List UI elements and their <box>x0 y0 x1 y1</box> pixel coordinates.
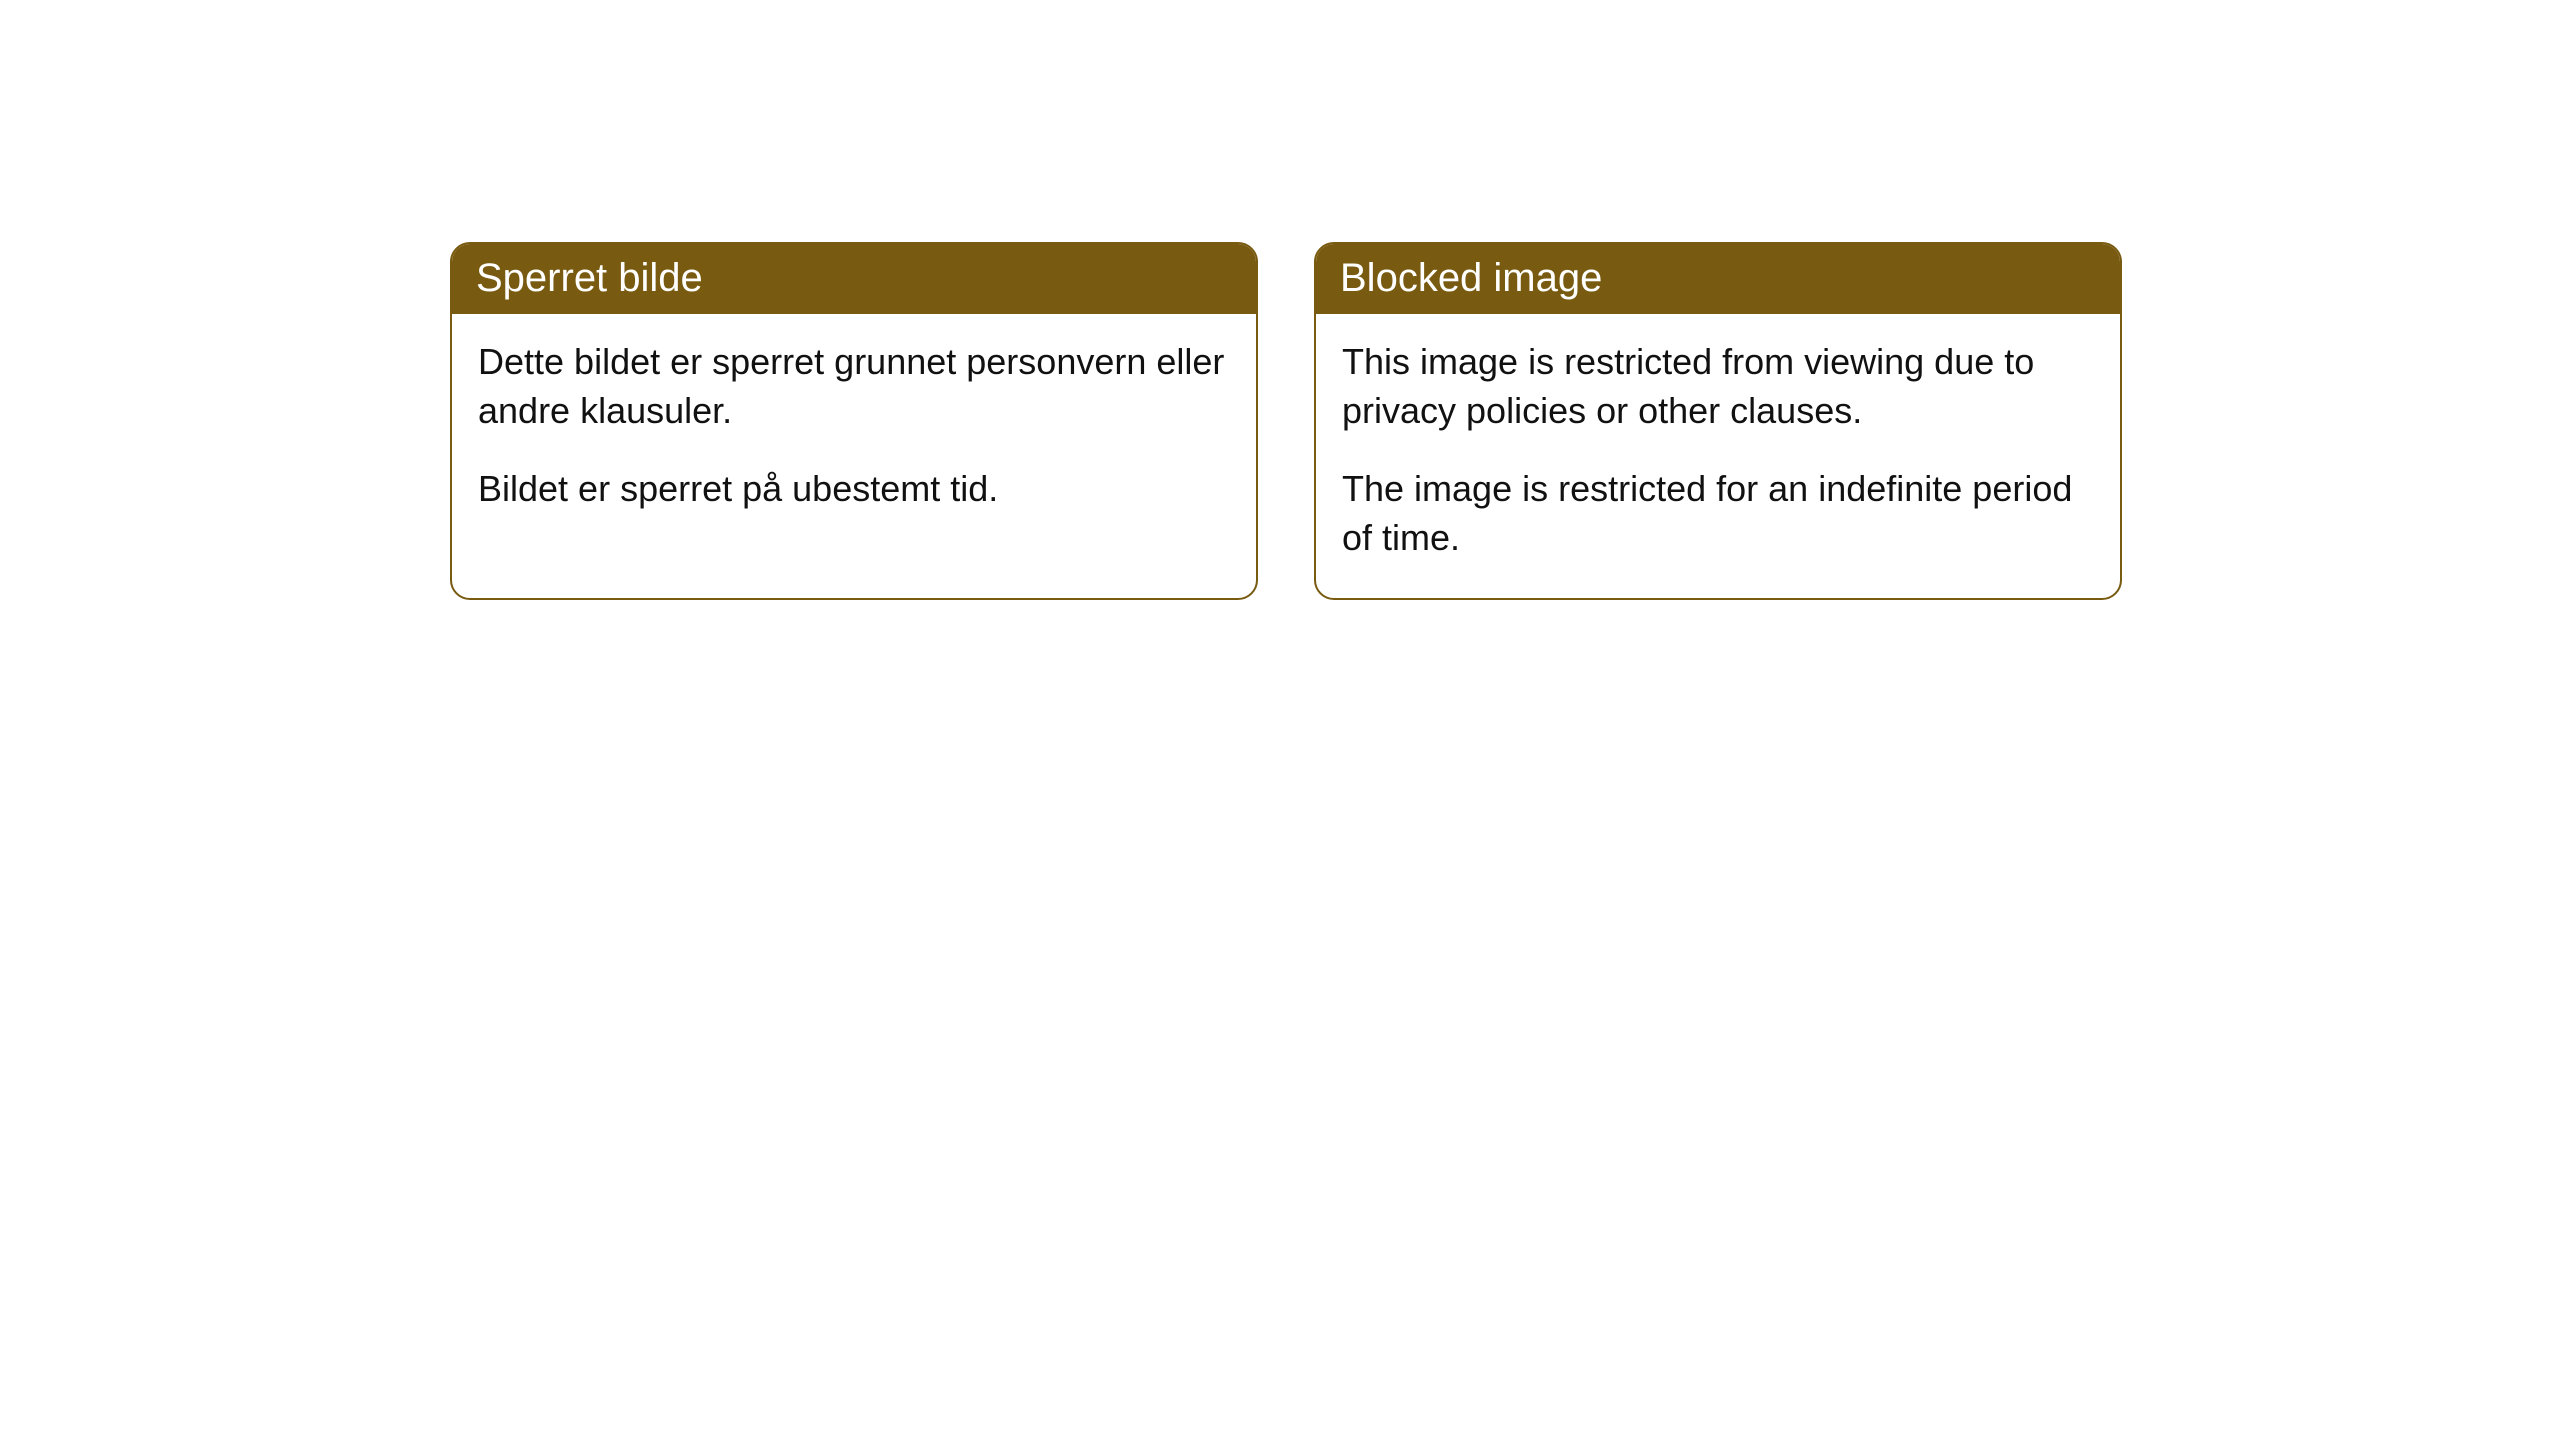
notice-card-english: Blocked image This image is restricted f… <box>1314 242 2122 600</box>
card-body: This image is restricted from viewing du… <box>1316 314 2120 598</box>
card-paragraph: Bildet er sperret på ubestemt tid. <box>478 465 1230 514</box>
card-paragraph: This image is restricted from viewing du… <box>1342 338 2094 435</box>
notice-cards-container: Sperret bilde Dette bildet er sperret gr… <box>450 242 2122 600</box>
notice-card-norwegian: Sperret bilde Dette bildet er sperret gr… <box>450 242 1258 600</box>
card-header: Sperret bilde <box>452 244 1256 314</box>
card-paragraph: Dette bildet er sperret grunnet personve… <box>478 338 1230 435</box>
card-body: Dette bildet er sperret grunnet personve… <box>452 314 1256 550</box>
card-header: Blocked image <box>1316 244 2120 314</box>
card-paragraph: The image is restricted for an indefinit… <box>1342 465 2094 562</box>
